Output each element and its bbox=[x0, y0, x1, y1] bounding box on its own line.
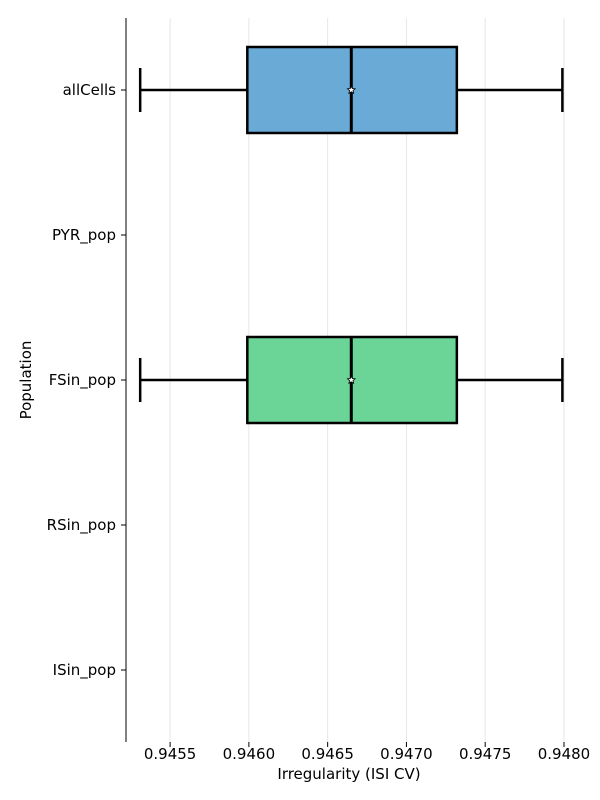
x-axis-ticks: 0.9455 0.9460 0.9465 0.9470 0.9475 0.9480 bbox=[144, 742, 590, 763]
box-allCells bbox=[138, 45, 564, 135]
x-tick-label: 0.9455 bbox=[144, 745, 197, 763]
boxes bbox=[138, 45, 564, 425]
y-tick-label: RSin_pop bbox=[47, 516, 116, 535]
mean-marker bbox=[346, 374, 357, 385]
x-tick-label: 0.9460 bbox=[223, 745, 276, 763]
y-axis-label: Population bbox=[17, 341, 35, 420]
x-tick-label: 0.9470 bbox=[380, 745, 433, 763]
x-tick-label: 0.9475 bbox=[459, 745, 512, 763]
y-axis-ticks: allCells PYR_pop FSin_pop RSin_pop ISin_pop bbox=[47, 81, 126, 680]
x-axis-label: Irregularity (ISI CV) bbox=[277, 765, 420, 783]
x-tick-label: 0.9480 bbox=[538, 745, 591, 763]
y-tick-label: allCells bbox=[63, 81, 117, 99]
mean-marker bbox=[346, 84, 357, 95]
box-FSin_pop bbox=[138, 335, 564, 425]
y-tick-label: ISin_pop bbox=[53, 661, 116, 680]
y-tick-label: PYR_pop bbox=[52, 226, 116, 245]
y-tick-label: FSin_pop bbox=[49, 371, 116, 390]
x-tick-label: 0.9465 bbox=[301, 745, 354, 763]
